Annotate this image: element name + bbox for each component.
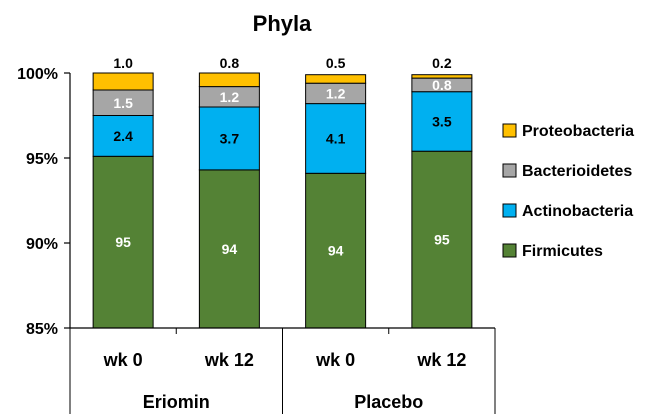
data-label: 95 (115, 234, 131, 250)
data-label: 3.7 (220, 130, 240, 146)
bar-proteobacteria-1 (198, 72, 260, 88)
group-label: Eriomin (143, 392, 210, 412)
x-tick-label: wk 12 (416, 350, 466, 370)
data-label: 95 (434, 232, 450, 248)
y-axis: 85% 90% 95% 100% (17, 66, 71, 338)
data-label: 94 (222, 241, 238, 257)
bar-firmicutes-3 (411, 150, 473, 329)
data-label: 1.2 (220, 89, 240, 105)
bar-actinobacteria-2 (305, 103, 367, 174)
data-label: 0.8 (432, 77, 452, 93)
bar-actinobacteria-1 (198, 106, 260, 171)
data-label: 4.1 (326, 130, 346, 146)
x-tick-label: wk 12 (204, 350, 254, 370)
y-tick-label: 85% (26, 321, 58, 338)
y-tick-label: 90% (26, 236, 58, 253)
data-label: 0.5 (326, 55, 346, 71)
data-label: 94 (328, 243, 344, 259)
x-axis: wk 0 wk 12 wk 0 wk 12 Eriomin Placebo (69, 327, 496, 414)
legend: Proteobacteria Bacterioidetes Actinobacter… (502, 123, 634, 260)
y-tick-label: 95% (26, 151, 58, 168)
x-tick-label: wk 0 (315, 350, 355, 370)
data-label: 1.2 (326, 85, 346, 101)
data-label: 2.4 (113, 128, 133, 144)
bar-proteobacteria-3 (411, 74, 473, 79)
bar-proteobacteria-0 (92, 72, 154, 91)
bar-proteobacteria-2 (305, 74, 367, 84)
bar-firmicutes-1 (198, 169, 260, 329)
data-label: 3.5 (432, 113, 452, 129)
chart-title: Phyla (253, 11, 312, 36)
legend-swatch-proteobacteria (502, 123, 517, 138)
legend-label: Proteobacteria (522, 123, 634, 140)
legend-swatch-bacterioidetes (502, 163, 517, 178)
bar-firmicutes-0 (92, 155, 154, 329)
legend-label: Bacterioidetes (522, 163, 632, 180)
x-tick-label: wk 0 (103, 350, 143, 370)
legend-label: Firmicutes (522, 243, 603, 260)
bar-actinobacteria-3 (411, 91, 473, 152)
data-label: 1.5 (113, 95, 133, 111)
legend-swatch-actinobacteria (502, 203, 517, 218)
group-label: Placebo (354, 392, 423, 412)
data-label: 1.0 (113, 55, 133, 71)
data-label: 0.8 (220, 55, 240, 71)
bars: 95 2.4 1.5 1.0 94 3.7 1.2 0.8 94 4.1 1.2 0.5 95 3.5 0.… (92, 55, 473, 329)
bar-actinobacteria-0 (92, 115, 154, 157)
y-tick-label: 100% (17, 66, 58, 83)
legend-label: Actinobacteria (522, 203, 633, 220)
data-label: 0.2 (432, 55, 452, 71)
legend-swatch-firmicutes (502, 243, 517, 258)
